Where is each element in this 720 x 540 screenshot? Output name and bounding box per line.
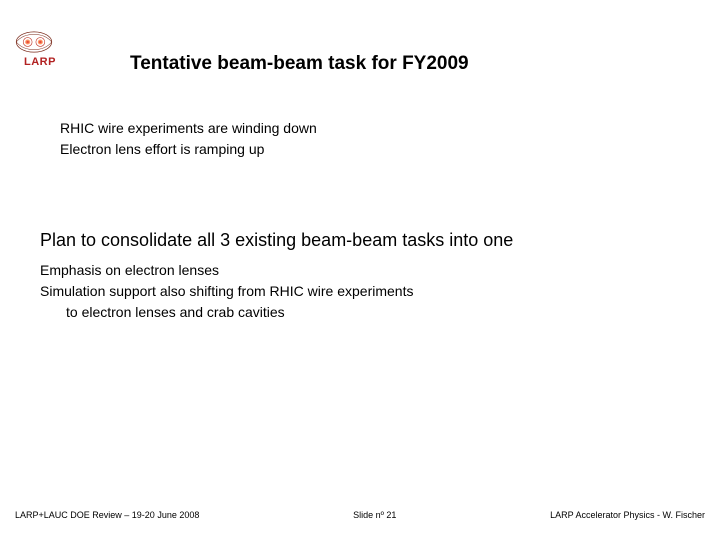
footer-left: LARP+LAUC DOE Review – 19-20 June 2008 [15, 510, 199, 520]
body-block-1: RHIC wire experiments are winding down E… [60, 118, 317, 160]
body-block-2: Emphasis on electron lenses Simulation s… [40, 260, 413, 323]
body2-line2: Simulation support also shifting from RH… [40, 281, 413, 302]
footer-center: Slide nº 21 [353, 510, 396, 520]
footer-right: LARP Accelerator Physics - W. Fischer [550, 510, 705, 520]
body1-line2: Electron lens effort is ramping up [60, 139, 317, 160]
larp-logo: LARP [15, 30, 65, 68]
larp-logo-graphic [15, 30, 53, 54]
larp-logo-text: LARP [15, 56, 65, 68]
body2-line3: to electron lenses and crab cavities [40, 302, 413, 323]
footer: LARP+LAUC DOE Review – 19-20 June 2008 S… [15, 510, 705, 520]
slide: LARP Tentative beam-beam task for FY2009… [0, 0, 720, 540]
slide-title: Tentative beam-beam task for FY2009 [130, 53, 469, 75]
body2-line1: Emphasis on electron lenses [40, 260, 413, 281]
body1-line1: RHIC wire experiments are winding down [60, 118, 317, 139]
subheading: Plan to consolidate all 3 existing beam-… [40, 230, 513, 251]
